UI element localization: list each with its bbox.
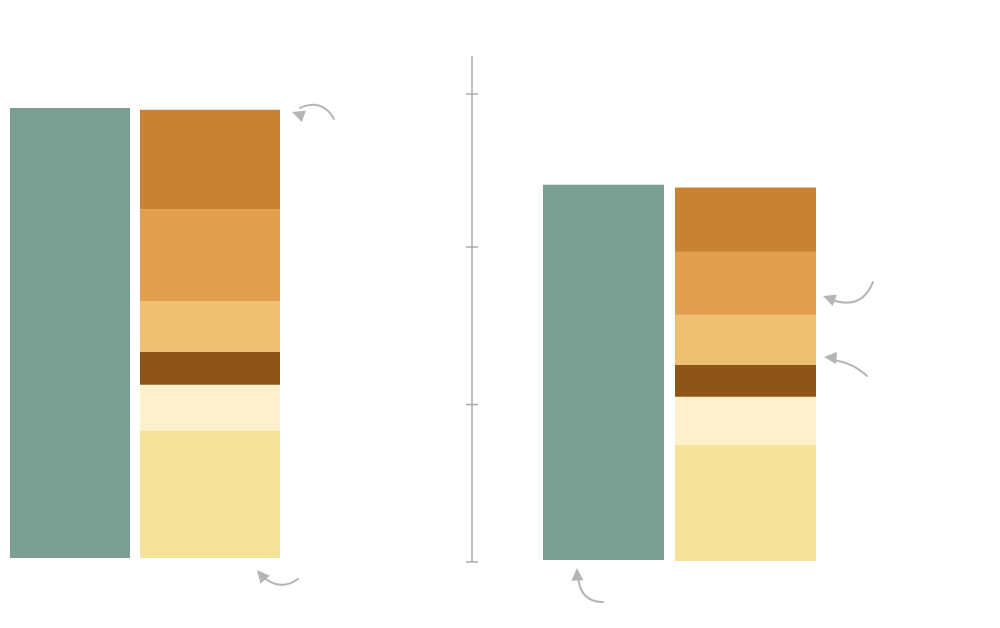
stack-segment-2-4 (675, 314, 816, 365)
stack-segment-2-6 (675, 187, 816, 252)
stack-segment-1-1 (140, 430, 280, 558)
stack-segment-1-6 (140, 109, 280, 210)
arrow-head (824, 352, 838, 365)
annotation-arrow-1 (292, 103, 335, 123)
stack-segment-1-3 (140, 351, 280, 385)
annotation-arrow-4 (823, 281, 874, 307)
stack-segment-2-5 (675, 251, 816, 315)
bar-group-1 (10, 108, 280, 558)
total-bar-2 (543, 184, 664, 560)
arrow-head (571, 568, 584, 581)
stack-segment-1-2 (140, 384, 280, 431)
annotation-arrow-3 (571, 568, 604, 603)
y-axis (466, 56, 478, 563)
arrow-stem (831, 281, 874, 304)
stack-segment-2-2 (675, 396, 816, 445)
bars (10, 108, 816, 561)
annotation-arrow-2 (257, 570, 299, 586)
arrow-head (823, 294, 837, 307)
stack-segment-1-5 (140, 209, 280, 302)
arrow-stem (831, 359, 868, 377)
stack-segment-2-1 (675, 444, 816, 561)
arrow-head (257, 570, 270, 584)
stack-segment-1-4 (140, 301, 280, 352)
arrow-stem (299, 103, 335, 120)
total-bar-1 (10, 108, 130, 558)
annotation-arrow-5 (824, 352, 868, 377)
bar-group-2 (543, 184, 816, 561)
annotation-arrows (257, 103, 874, 603)
arrow-head (292, 110, 306, 123)
stack-segment-2-3 (675, 364, 816, 397)
